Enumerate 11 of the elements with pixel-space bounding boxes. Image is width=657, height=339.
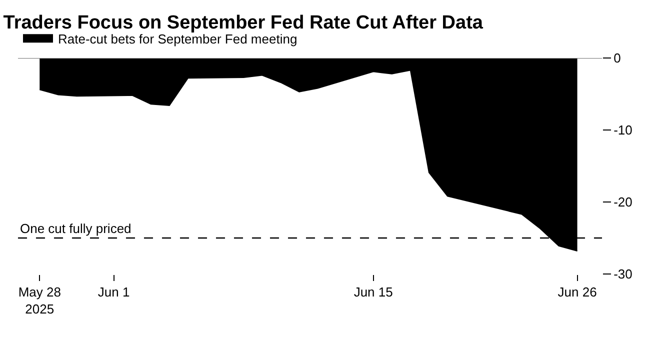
x-tick-label: Jun 15 [354,284,393,300]
x-tick-label: Jun 1 [98,284,130,300]
chart-title: Traders Focus on September Fed Rate Cut After Data [3,12,484,34]
y-tick-label: 0 [614,50,621,66]
ref-line-label: One cut fully priced [20,221,132,236]
y-tick-label: -10 [614,122,632,138]
x-tick-label: Jun 26 [558,284,597,300]
x-tick-label: May 28 2025 [18,284,61,316]
y-tick-label: -20 [614,194,632,210]
y-tick-label: -30 [614,266,632,282]
legend-label: Rate-cut bets for September Fed meeting [58,32,298,47]
